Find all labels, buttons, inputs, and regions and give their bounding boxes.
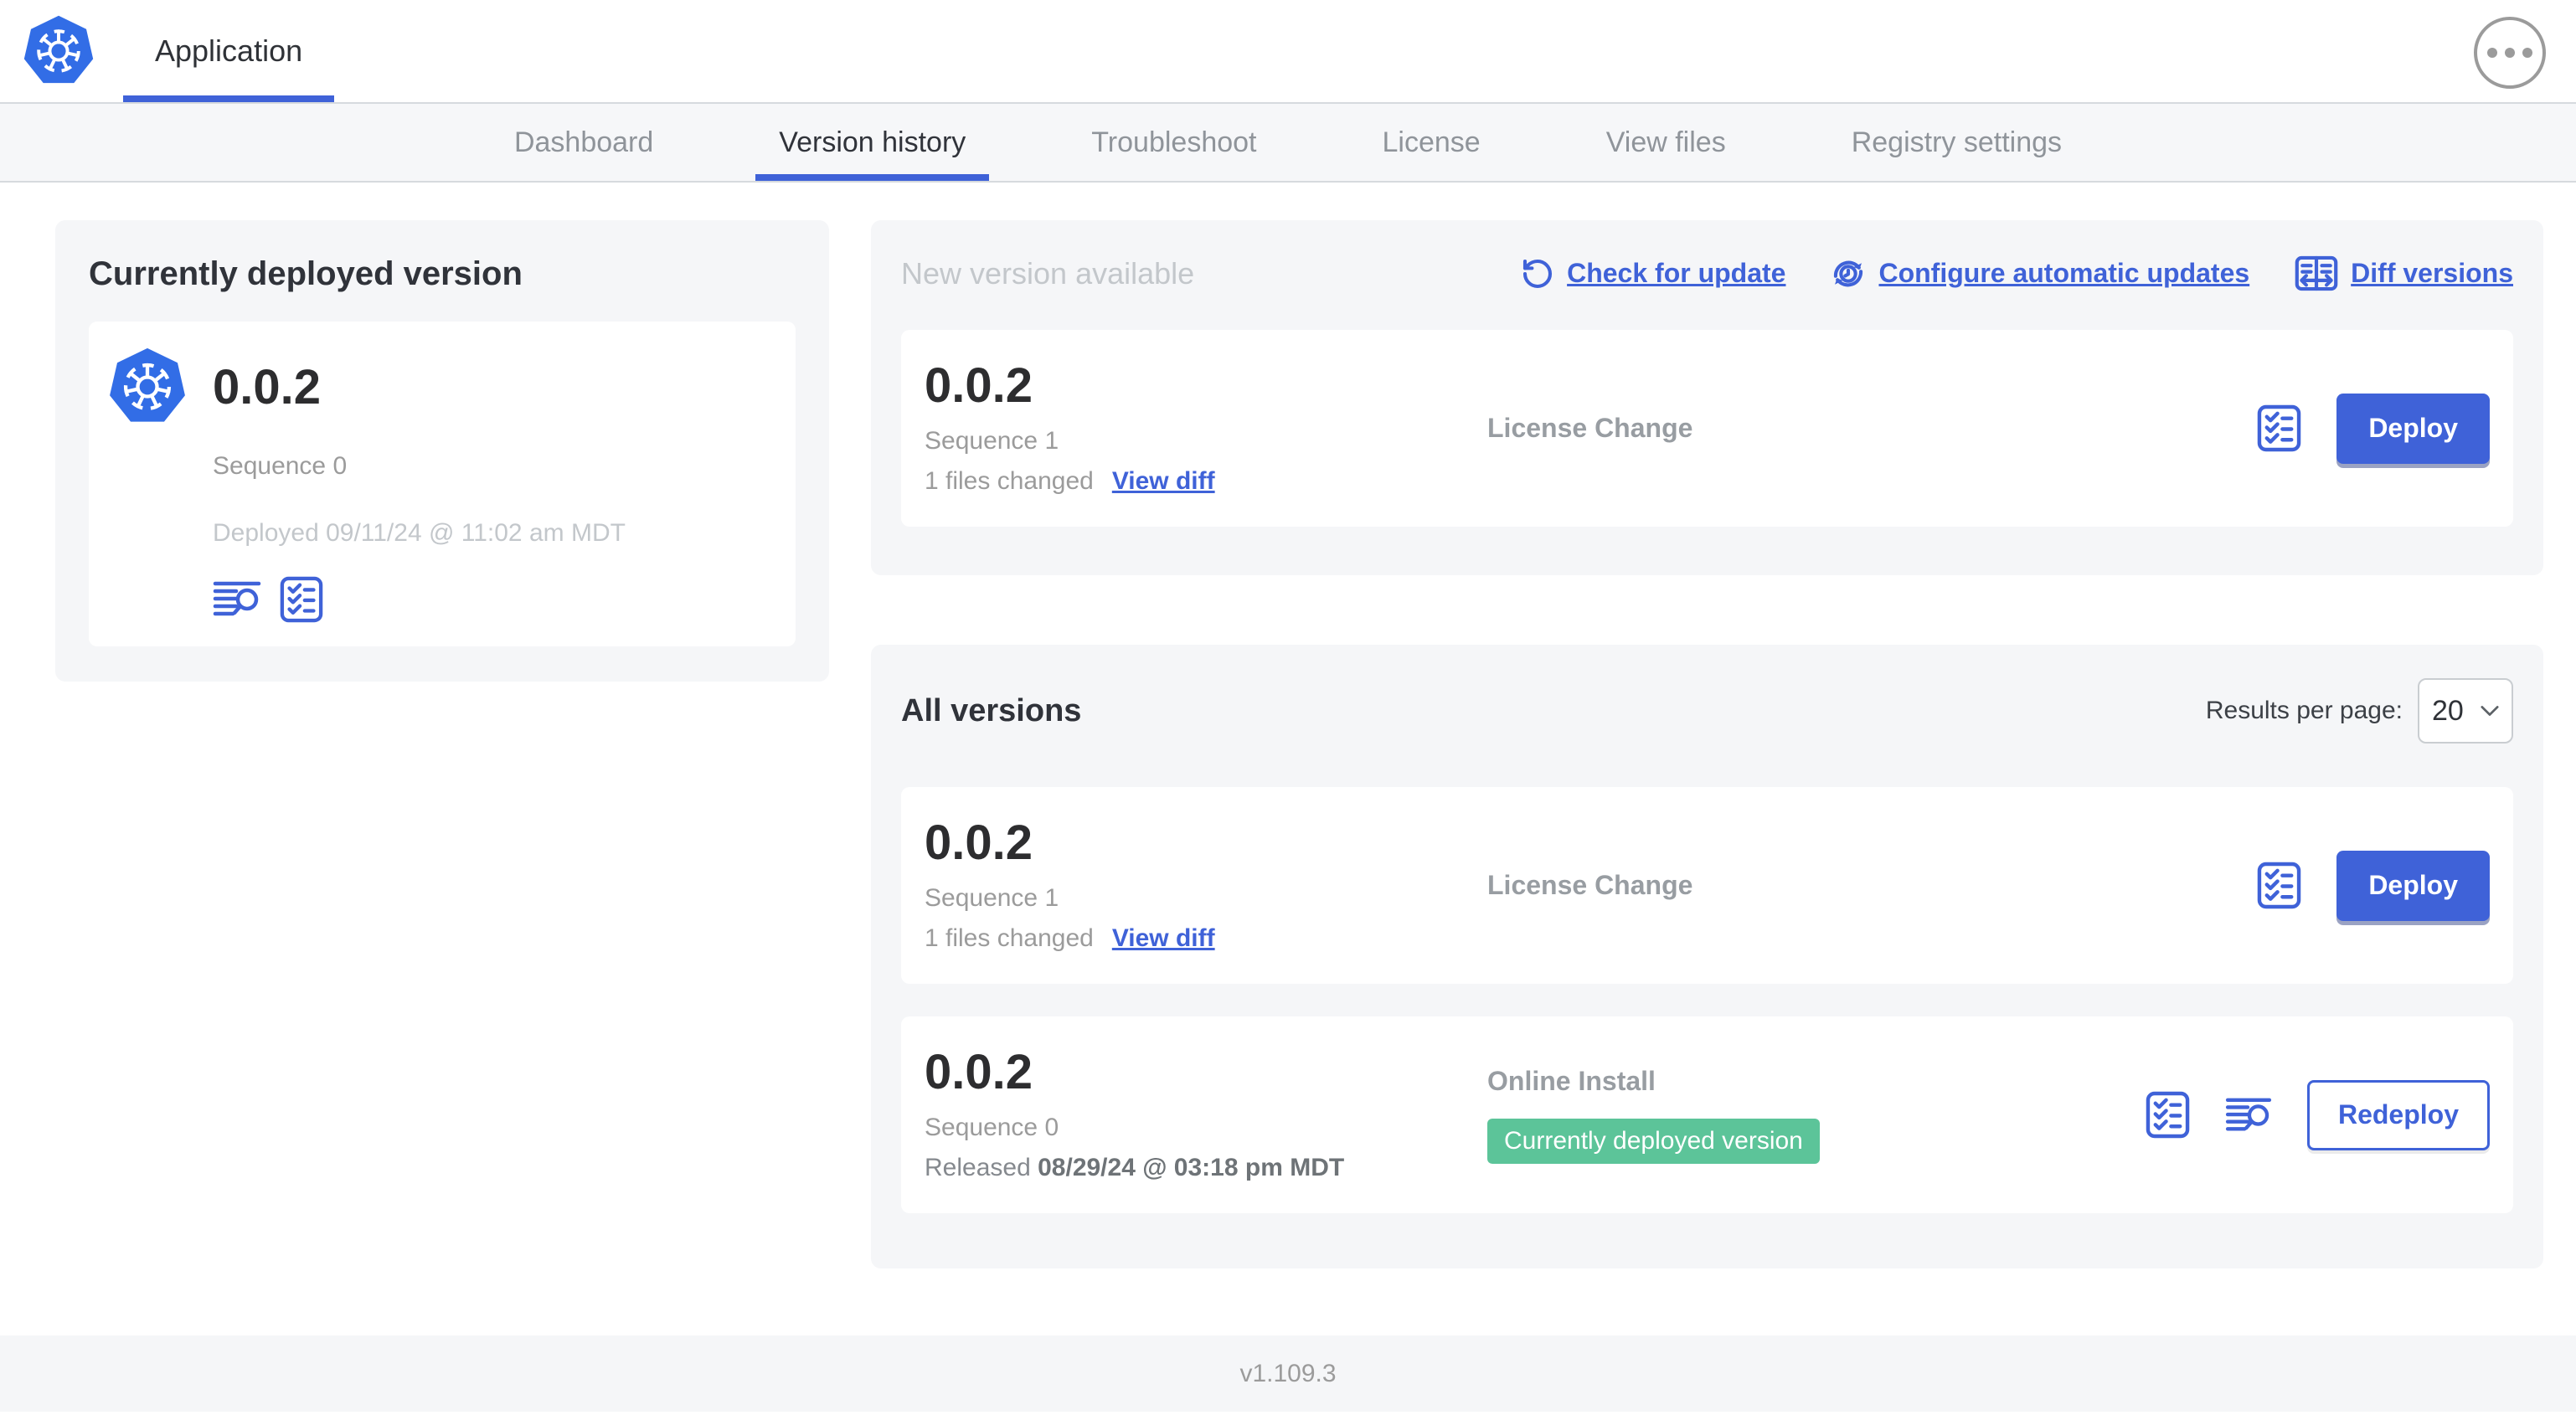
files-changed-label: 1 files changed [925,924,1094,952]
footer-version: v1.109.3 [1239,1359,1337,1387]
tab-version-history[interactable]: Version history [716,104,1028,181]
chevron-down-icon [2481,706,2499,716]
sequence-label: Sequence 1 [925,426,1059,455]
checklist-icon [2257,862,2301,909]
deploy-logs-icon [2225,1096,2272,1135]
preflight-checks-button[interactable] [2257,862,2301,909]
preflight-checks-button[interactable] [2146,1091,2190,1139]
preflight-checks-button[interactable] [2257,404,2301,452]
tab-troubleshoot[interactable]: Troubleshoot [1091,126,1257,158]
results-per-page-select[interactable]: 20 [2418,678,2513,744]
diff-versions-link[interactable]: Diff versions [2295,255,2513,291]
right-column: New version available Check for update C… [871,220,2543,1268]
view-diff-link[interactable]: View diff [1111,924,1215,952]
ellipsis-icon [2487,48,2497,58]
sequence-label: Sequence 0 [925,1113,1059,1141]
all-versions-panel: All versions Results per page: 20 0.0.2 … [871,645,2543,1268]
deploy-logs-button[interactable] [213,579,261,620]
tab-dashboard[interactable]: Dashboard [513,126,654,158]
deploy-logs-button[interactable] [2225,1096,2272,1135]
app-header: Application [0,0,2576,104]
more-menu-button[interactable] [2474,17,2546,89]
version-number: 0.0.2 [925,816,1033,871]
version-row: 0.0.2 Sequence 0 Released 08/29/24 @ 03:… [901,1016,2513,1213]
tab-view-files[interactable]: View files [1605,126,1726,158]
kubernetes-logo-icon [107,347,188,427]
main-content: Currently deployed version 0.0.2 Sequenc… [0,183,2576,1335]
source-label: License Change [1487,413,1693,443]
version-number: 0.0.2 [925,1045,1033,1100]
deployed-version-card: 0.0.2 Sequence 0 Deployed 09/11/24 @ 11:… [89,322,796,646]
released-date: 08/29/24 @ 03:18 pm MDT [1038,1153,1345,1181]
new-version-title: New version available [901,255,1195,291]
sequence-label: Sequence 1 [925,883,1059,912]
checklist-icon [2257,404,2301,452]
new-version-panel: New version available Check for update C… [871,220,2543,575]
view-diff-link[interactable]: View diff [1111,466,1215,495]
results-per-page-label: Results per page: [2205,697,2403,724]
released-label: Released [925,1153,1031,1181]
tab-license[interactable]: License [1382,126,1481,158]
tab-registry-settings[interactable]: Registry settings [1851,126,2063,158]
version-number: 0.0.2 [925,358,1033,414]
diff-icon [2295,255,2338,291]
source-label: License Change [1487,870,1693,900]
checklist-icon [280,576,323,623]
check-for-update-link[interactable]: Check for update [1521,257,1785,291]
deploy-button[interactable]: Deploy [2336,850,2490,921]
version-number: 0.0.2 [213,359,321,414]
all-versions-title: All versions [901,692,1082,728]
refresh-icon [1521,257,1554,291]
kubernetes-logo-icon [22,14,95,85]
app-tab-label: Application [155,33,303,68]
currently-deployed-badge: Currently deployed version [1487,1119,1820,1164]
version-row: 0.0.2 Sequence 1 1 files changed View di… [901,787,2513,984]
currently-deployed-title: Currently deployed version [89,255,523,292]
sequence-label: Sequence 0 [213,452,348,480]
deploy-button[interactable]: Deploy [2336,393,2490,464]
source-label: Online Install [1487,1066,1656,1096]
currently-deployed-panel: Currently deployed version 0.0.2 Sequenc… [55,220,829,682]
preflight-checks-button[interactable] [280,576,323,623]
clock-update-icon [1831,256,1866,291]
deploy-logs-icon [213,579,261,620]
new-version-row: 0.0.2 Sequence 1 1 files changed View di… [901,330,2513,527]
deployed-timestamp: Deployed 09/11/24 @ 11:02 am MDT [213,519,626,547]
app-tab[interactable]: Application [123,0,335,102]
nav-tabbar: Dashboard Version history Troubleshoot L… [0,104,2576,183]
app-footer: v1.109.3 [0,1335,2576,1412]
configure-automatic-updates-link[interactable]: Configure automatic updates [1831,256,2249,291]
checklist-icon [2146,1091,2190,1139]
redeploy-button[interactable]: Redeploy [2306,1079,2490,1150]
files-changed-label: 1 files changed [925,466,1094,495]
